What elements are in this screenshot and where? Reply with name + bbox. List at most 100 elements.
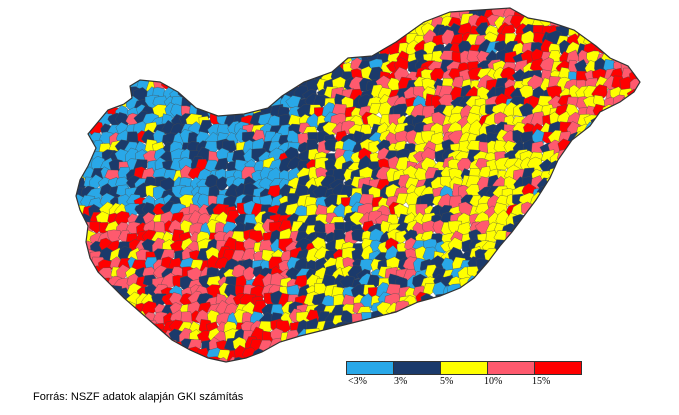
municipality-cell xyxy=(224,41,239,57)
municipality-cell xyxy=(558,258,574,276)
municipality-cell xyxy=(232,12,251,29)
municipality-cell xyxy=(279,69,294,85)
municipality-cell xyxy=(197,79,214,94)
municipality-cell xyxy=(467,340,484,356)
municipality-cell xyxy=(622,239,636,255)
municipality-cell xyxy=(188,358,204,362)
municipality-cell xyxy=(619,193,633,211)
municipality-cell xyxy=(456,345,475,362)
municipality-cell xyxy=(629,121,640,137)
municipality-cell xyxy=(126,34,142,49)
municipality-cell xyxy=(118,25,133,40)
municipality-cell xyxy=(539,312,554,328)
municipality-cell xyxy=(520,292,535,308)
municipality-cell xyxy=(349,15,365,30)
municipality-cell xyxy=(204,25,220,42)
municipality-cell xyxy=(630,340,640,353)
municipality-cell xyxy=(78,8,94,13)
municipality-cell xyxy=(271,59,287,76)
municipality-cell xyxy=(558,329,576,345)
municipality-cell xyxy=(388,334,402,354)
municipality-cell xyxy=(76,26,85,41)
municipality-cell xyxy=(62,284,74,298)
municipality-cell xyxy=(557,320,574,335)
municipality-cell xyxy=(76,59,88,74)
municipality-cell xyxy=(413,346,429,362)
municipality-cell xyxy=(476,302,494,316)
municipality-cell xyxy=(76,78,78,95)
municipality-cell xyxy=(204,87,220,104)
municipality-cell xyxy=(233,8,246,24)
municipality-cell xyxy=(407,310,422,326)
municipality-cell xyxy=(76,231,78,248)
municipality-cell xyxy=(629,203,640,218)
municipality-cell xyxy=(604,123,618,139)
municipality-cell xyxy=(76,323,86,338)
municipality-cell xyxy=(221,32,238,46)
municipality-cell xyxy=(306,8,321,13)
municipality-cell xyxy=(496,311,511,326)
municipality-cell xyxy=(217,23,232,38)
municipality-cell xyxy=(225,8,239,23)
municipality-cell xyxy=(107,354,122,362)
source-note: Forrás: NSZF adatok alapján GKI számítás xyxy=(33,391,244,403)
municipality-cell xyxy=(574,185,592,201)
municipality-cell xyxy=(216,58,233,75)
municipality-cell xyxy=(412,327,426,343)
municipality-cell xyxy=(351,322,366,336)
municipality-cell xyxy=(208,51,223,65)
municipality-cell xyxy=(622,121,638,138)
municipality-cell xyxy=(107,319,123,337)
municipality-cell xyxy=(613,231,627,247)
municipality-cell xyxy=(144,8,160,20)
municipality-cell xyxy=(563,267,580,284)
municipality-cell xyxy=(513,249,528,266)
municipality-cell xyxy=(477,320,492,337)
municipality-cell xyxy=(378,338,394,356)
municipality-cell xyxy=(637,23,640,38)
municipality-cell xyxy=(623,29,637,46)
municipality-cell xyxy=(559,176,575,193)
municipality-cell xyxy=(231,42,250,56)
municipality-cell xyxy=(630,8,640,23)
municipality-cell xyxy=(258,354,276,362)
municipality-cell xyxy=(528,313,546,327)
municipality-cell xyxy=(558,193,575,211)
municipality-cell xyxy=(530,266,544,283)
municipality-cell xyxy=(197,32,214,48)
municipality-cell xyxy=(541,239,557,256)
municipality-cell xyxy=(494,346,509,361)
municipality-cell xyxy=(76,242,78,257)
municipality-cell xyxy=(133,24,148,41)
municipality-cell xyxy=(142,40,158,57)
municipality-cell xyxy=(99,68,114,83)
municipality-cell xyxy=(557,265,573,281)
municipality-cell xyxy=(622,264,635,280)
municipality-cell xyxy=(123,8,140,12)
municipality-cell xyxy=(586,177,601,192)
municipality-cell xyxy=(539,219,553,237)
municipality-cell xyxy=(91,310,107,327)
municipality-cell xyxy=(288,339,303,353)
municipality-cell xyxy=(627,140,640,155)
municipality-cell xyxy=(272,8,285,21)
municipality-cell xyxy=(495,258,509,273)
municipality-cell xyxy=(456,294,472,312)
municipality-cell xyxy=(268,29,284,45)
municipality-cell xyxy=(488,328,503,345)
municipality-cell xyxy=(232,30,247,45)
municipality-cell xyxy=(278,41,294,58)
municipality-cell xyxy=(613,133,629,150)
municipality-cell xyxy=(63,85,76,100)
municipality-cell xyxy=(566,319,581,337)
municipality-cell xyxy=(610,256,628,272)
municipality-cell xyxy=(413,318,432,333)
municipality-cell xyxy=(286,8,300,22)
municipality-cell xyxy=(161,14,174,29)
municipality-cell xyxy=(612,195,628,212)
municipality-cell xyxy=(76,114,78,132)
municipality-cell xyxy=(620,96,635,112)
municipality-cell xyxy=(223,89,239,103)
municipality-cell xyxy=(529,220,548,235)
municipality-cell xyxy=(609,284,623,301)
